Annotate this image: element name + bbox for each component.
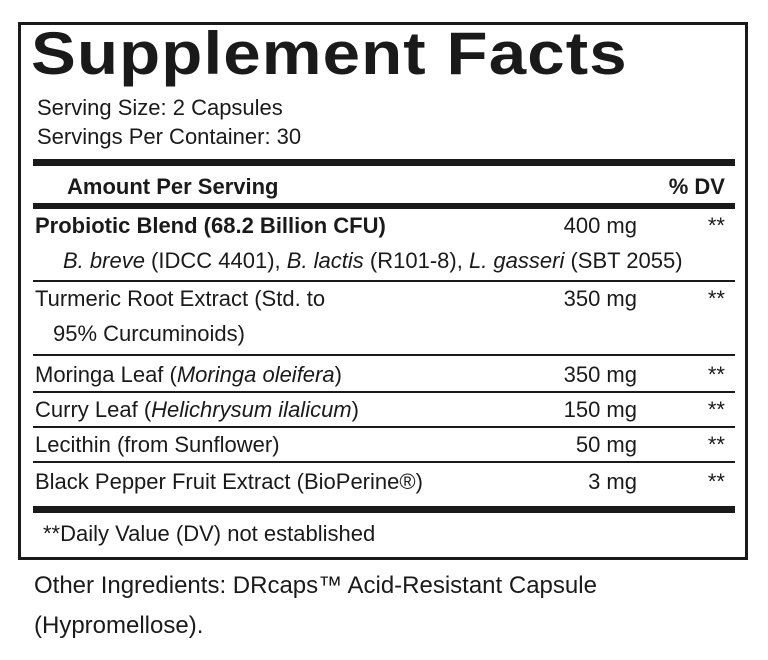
ingredient-name: Moringa Leaf ( <box>35 362 177 387</box>
ingredient-dv: ** <box>707 397 725 422</box>
thick-divider <box>33 203 735 209</box>
ingredient-dv: ** <box>707 469 725 494</box>
ingredient-name: 95% Curcuminoids) <box>53 321 245 346</box>
divider <box>33 280 735 282</box>
strain-list: B. breve (IDCC 4401), B. lactis (R101-8)… <box>33 244 735 278</box>
divider <box>33 354 735 356</box>
ingredient-amount: 50 mg <box>575 432 637 457</box>
strain-species: B. breve <box>63 248 145 273</box>
table-row: Curry Leaf (Helichrysum ilalicum) 150 mg… <box>33 393 735 427</box>
footnote: **Daily Value (DV) not established <box>43 521 376 546</box>
thick-divider <box>33 506 735 513</box>
divider <box>33 391 735 393</box>
table-row: Probiotic Blend (68.2 Billion CFU) 400 m… <box>33 209 735 243</box>
strain-species: B. lactis <box>286 248 364 273</box>
ingredient-name: Probiotic Blend (68.2 Billion CFU) <box>35 213 386 238</box>
table-row-continued: 95% Curcuminoids) <box>33 317 735 351</box>
panel-title: Supplement Facts <box>31 20 628 87</box>
serving-size: Serving Size: 2 Capsules <box>37 95 283 120</box>
ingredient-dv: ** <box>707 362 725 387</box>
servings-per-container: Servings Per Container: 30 <box>37 124 302 149</box>
strain-id: (SBT 2055) <box>564 248 683 273</box>
ingredient-dv: ** <box>707 286 725 311</box>
ingredient-amount: 400 mg <box>563 213 637 238</box>
paren: ) <box>351 397 359 422</box>
ingredient-dv: ** <box>707 432 725 457</box>
supplement-facts-panel: Supplement Facts Serving Size: 2 Capsule… <box>18 20 748 560</box>
divider <box>33 461 735 463</box>
ingredient-amount: 3 mg <box>588 469 637 494</box>
amount-header: Amount Per Serving <box>67 174 279 199</box>
table-row: Lecithin (from Sunflower) 50 mg ** <box>33 428 735 462</box>
strain-id: (IDCC 4401), <box>144 248 287 273</box>
dv-header: % DV <box>668 174 725 199</box>
ingredient-name: Black Pepper Fruit Extract (BioPerine®) <box>35 469 423 494</box>
paren: ) <box>334 362 342 387</box>
table-row: Moringa Leaf (Moringa oleifera) 350 mg *… <box>33 358 735 392</box>
table-row: Turmeric Root Extract (Std. to 350 mg ** <box>33 282 735 316</box>
table-row: Black Pepper Fruit Extract (BioPerine®) … <box>33 465 735 499</box>
strain-id: (R101-8), <box>363 248 469 273</box>
latin-name: Moringa oleifera <box>176 362 335 387</box>
other-ingredients-continued: (Hypromellose). <box>34 612 204 639</box>
ingredient-name: Curry Leaf ( <box>35 397 152 422</box>
ingredient-amount: 150 mg <box>563 397 637 422</box>
thick-divider <box>33 159 735 166</box>
ingredient-name: Turmeric Root Extract (Std. to <box>35 286 326 311</box>
latin-name: Helichrysum ilalicum <box>151 397 352 422</box>
strain-species: L. gasseri <box>468 248 565 273</box>
ingredient-amount: 350 mg <box>563 286 637 311</box>
ingredient-amount: 350 mg <box>563 362 637 387</box>
ingredient-dv: ** <box>707 213 725 238</box>
header-row: Amount Per Serving % DV <box>33 170 735 204</box>
ingredient-name: Lecithin (from Sunflower) <box>35 432 280 457</box>
divider <box>33 426 735 428</box>
other-ingredients: Other Ingredients: DRcaps™ Acid-Resistan… <box>34 572 597 599</box>
